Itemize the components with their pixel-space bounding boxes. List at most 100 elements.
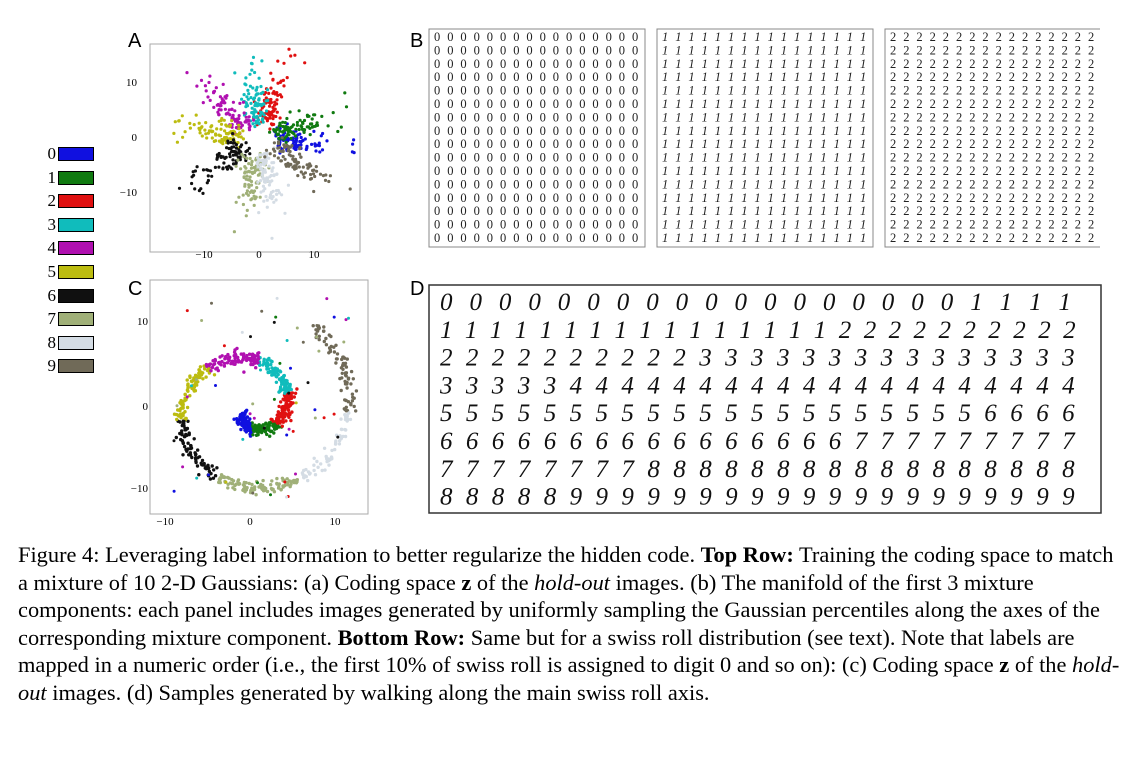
manifold-digit: 0 <box>592 191 598 205</box>
scatter-point <box>301 165 305 169</box>
scatter-point <box>293 391 298 395</box>
scatter-point <box>279 488 283 492</box>
manifold-digit: 0 <box>566 204 572 218</box>
scatter-point <box>244 105 248 109</box>
scatter-point <box>255 104 259 108</box>
scatter-point <box>188 121 192 125</box>
manifold-digit: 2 <box>956 137 962 151</box>
scatter-point <box>262 152 266 156</box>
manifold-digit: 0 <box>632 218 638 232</box>
scatter-point <box>257 211 261 215</box>
sample-digit: 2 <box>570 345 583 372</box>
scatter-point <box>321 329 326 333</box>
manifold-digit: 2 <box>1048 231 1054 245</box>
manifold-digit: 2 <box>1035 204 1041 218</box>
manifold-digit: 1 <box>794 110 800 124</box>
manifold-digit: 1 <box>820 218 826 232</box>
manifold-digit: 2 <box>930 97 936 111</box>
scatter-point <box>318 150 322 154</box>
scatter-point <box>329 344 333 349</box>
manifold-digit: 1 <box>820 151 826 165</box>
scatter-point <box>256 433 260 437</box>
manifold-digit: 2 <box>930 43 936 57</box>
manifold-digit: 0 <box>579 137 585 151</box>
scatter-point <box>241 193 245 197</box>
scatter-point <box>192 173 196 177</box>
manifold-digit: 0 <box>606 164 612 178</box>
manifold-digit: 0 <box>632 84 638 98</box>
manifold-digit: 2 <box>1062 70 1068 84</box>
manifold-digit: 1 <box>688 70 694 84</box>
scatter-point <box>267 91 271 95</box>
scatter-point <box>234 353 238 357</box>
sample-digit: 7 <box>907 428 921 455</box>
scatter-point <box>249 335 252 339</box>
caption-part-2: of the <box>471 569 535 595</box>
manifold-digit: 2 <box>1048 110 1054 124</box>
scatter-point <box>217 165 221 169</box>
scatter-point <box>276 188 280 193</box>
manifold-digit: 2 <box>1035 231 1041 245</box>
scatter-point <box>252 114 256 119</box>
scatter-points-a <box>172 47 356 240</box>
scatter-point <box>289 418 293 423</box>
manifold-digit: 1 <box>662 218 668 232</box>
scatter-point <box>220 354 224 358</box>
scatter-point <box>249 198 253 202</box>
scatter-point <box>256 118 261 122</box>
scatter-point <box>269 429 274 433</box>
manifold-digit: 2 <box>903 204 909 218</box>
manifold-digit: 0 <box>500 97 506 111</box>
scatter-point <box>251 358 256 362</box>
scatter-point <box>256 165 260 169</box>
sample-digit: 0 <box>587 289 600 316</box>
scatter-point <box>254 195 258 199</box>
scatter-point <box>249 362 253 367</box>
manifold-digit: 2 <box>996 124 1002 138</box>
manifold-digit: 2 <box>1048 57 1054 71</box>
scatter-point <box>343 398 347 402</box>
manifold-digit: 0 <box>434 57 440 71</box>
manifold-digit: 1 <box>741 204 747 218</box>
manifold-digit: 0 <box>447 164 453 178</box>
manifold-digit: 0 <box>566 218 572 232</box>
scatter-point <box>201 377 205 381</box>
scatter-point <box>226 352 230 357</box>
scatter-point <box>263 116 268 120</box>
scatter-point <box>306 381 310 385</box>
manifold-digit: 2 <box>1009 191 1015 205</box>
manifold-digit: 0 <box>513 43 519 57</box>
scatter-point <box>256 481 259 485</box>
manifold-digit: 1 <box>794 231 800 245</box>
scatter-point <box>189 443 193 448</box>
scatter-point <box>297 127 301 132</box>
sample-digit: 4 <box>829 372 842 399</box>
manifold-digit: 0 <box>540 137 546 151</box>
scatter-point <box>277 485 281 489</box>
manifold-digit: 2 <box>1075 204 1081 218</box>
manifold-digit: 0 <box>513 164 519 178</box>
sample-digit: 0 <box>499 289 512 316</box>
manifold-digit: 0 <box>553 177 559 191</box>
scatter-point <box>265 489 270 494</box>
scatter-point <box>283 145 287 149</box>
scatter-point <box>244 214 248 218</box>
sample-digit: 0 <box>646 289 659 316</box>
manifold-digit: 1 <box>675 164 681 178</box>
scatter-point <box>204 375 208 379</box>
manifold-digit: 0 <box>592 164 598 178</box>
manifold-digit: 0 <box>474 43 480 57</box>
scatter-point <box>226 141 230 145</box>
scatter-point <box>248 412 252 416</box>
scatter-point <box>286 132 290 137</box>
scatter-point <box>279 400 283 404</box>
manifold-digit: 1 <box>820 110 826 124</box>
scatter-point <box>222 361 227 366</box>
manifold-digit: 1 <box>860 84 866 98</box>
sample-digit: 8 <box>933 456 946 483</box>
scatter-point <box>237 127 241 131</box>
manifold-digit: 0 <box>592 70 598 84</box>
manifold-digit: 2 <box>1009 43 1015 57</box>
scatter-point <box>322 325 326 329</box>
scatter-point <box>250 160 254 164</box>
